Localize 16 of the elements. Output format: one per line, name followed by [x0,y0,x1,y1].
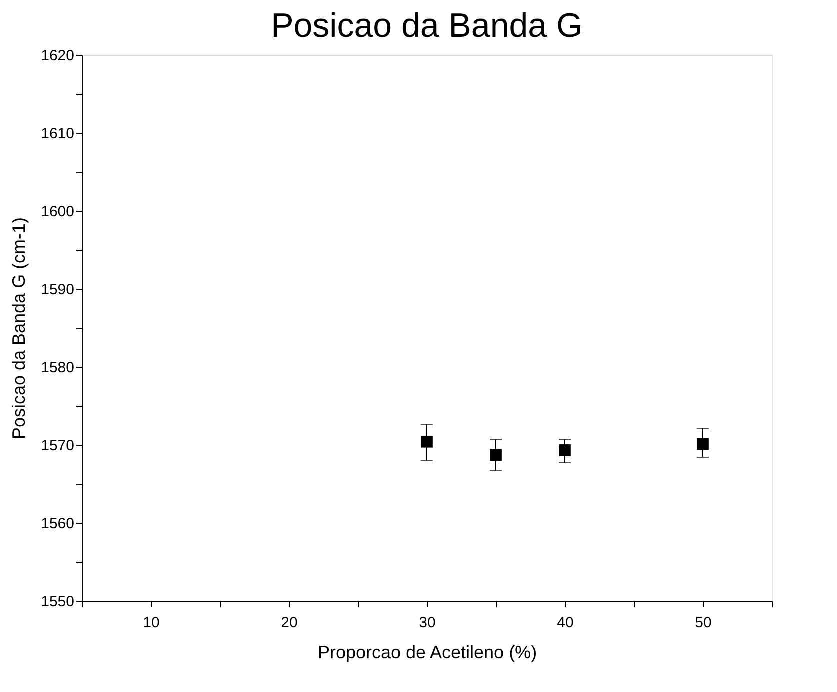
x-axis-title: Proporcao de Acetileno (%) [318,642,538,662]
x-tick-label: 10 [143,614,160,632]
y-axis-title: Posicao da Banda G (cm-1) [9,217,30,440]
x-tick-label: 20 [281,614,298,632]
y-tick-label: 1590 [41,282,74,298]
x-tick-label: 30 [419,614,436,632]
x-tick-label: 50 [695,614,712,632]
y-tick-label: 1560 [41,516,74,532]
x-tick-label: 40 [557,614,574,632]
y-tick-label: 1620 [41,48,74,64]
y-tick-label: 1610 [41,126,74,142]
y-tick-label: 1580 [41,360,74,376]
y-tick-label: 1600 [41,204,74,220]
y-tick-label: 1550 [41,594,74,610]
chart-title: Posicao da Banda G [271,7,583,45]
y-tick-label: 1570 [41,438,74,454]
